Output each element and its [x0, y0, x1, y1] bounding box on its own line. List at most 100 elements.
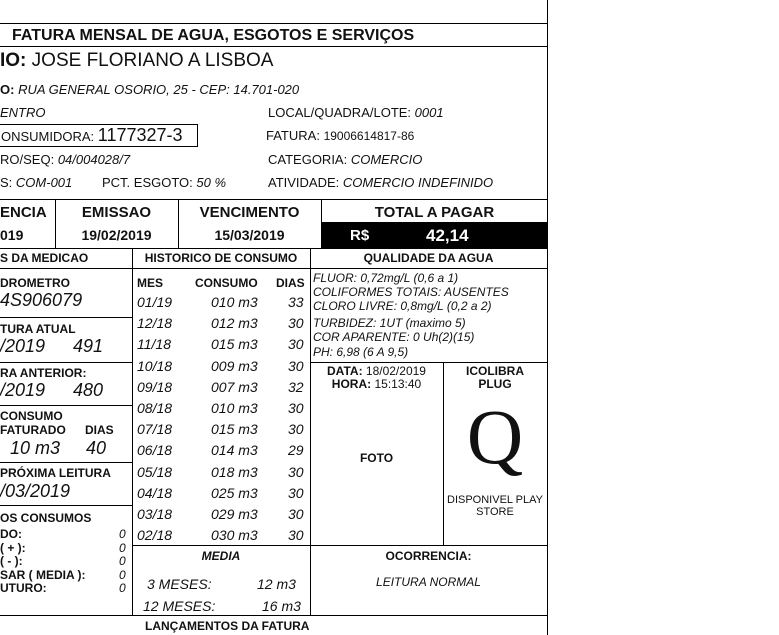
current-reading-label: TURA ATUAL	[0, 322, 76, 336]
quality-line: COR APARENTE: 0 Uh(2)(15)	[313, 330, 475, 344]
total-amount: 42,14	[426, 226, 469, 245]
divider	[0, 46, 548, 47]
consumption-item-label: SAR ( MEDIA ):	[0, 567, 86, 582]
history-consumption: 030 m3	[211, 527, 258, 544]
local-block-lot: LOCAL/QUADRA/LOTE: 0001	[268, 105, 444, 120]
avg-12-value: 16 m3	[262, 598, 301, 614]
issue-label: EMISSAO	[81, 204, 152, 221]
history-month: 06/18	[137, 442, 173, 459]
quality-header: QUALIDADE DA AGUA	[363, 251, 494, 265]
history-days: 30	[288, 421, 304, 438]
history-consumption: 018 m3	[211, 463, 258, 480]
store-text: DISPONIVEL PLAY	[447, 494, 543, 506]
history-month: 01/19	[137, 294, 173, 310]
history-days: 30	[288, 357, 304, 374]
issue-date: 19/02/2019	[81, 227, 152, 243]
divider	[178, 199, 179, 248]
history-consumption: 009 m3	[211, 357, 258, 374]
photo-placeholder: FOTO	[359, 451, 394, 465]
divider	[132, 545, 548, 546]
history-days: 30	[288, 400, 304, 416]
divider	[0, 317, 132, 318]
divider	[0, 362, 132, 363]
history-month: 02/18	[137, 527, 173, 544]
photo-time: HORA: 15:13:40	[331, 377, 422, 391]
avg-3-value: 12 m3	[257, 576, 296, 592]
consumption-item-label: UTURO:	[0, 581, 47, 595]
occurrence-label: OCORRENCIA:	[385, 549, 472, 563]
right-border	[547, 0, 548, 635]
next-reading-label: PRÓXIMA LEITURA	[0, 466, 111, 480]
due-label: VENCIMENTO	[199, 204, 300, 221]
divider	[0, 405, 132, 406]
meter-label: DROMETRO	[0, 276, 70, 290]
due-date: 15/03/2019	[214, 227, 285, 243]
consumption-item-label: ( + ):	[0, 540, 26, 555]
history-days: 30	[288, 527, 304, 544]
divider	[0, 615, 548, 616]
customer-name: IO: JOSE FLORIANO A LISBOA	[0, 50, 274, 71]
measurement-header: S DA MEDICAO	[0, 251, 89, 265]
history-consumption: 014 m3	[211, 442, 258, 459]
col-consumption: CONSUMO	[195, 276, 258, 290]
avg-3-label: 3 MESES:	[147, 576, 212, 592]
quality-line: CLORO LIVRE: 0,8mg/L (0,2 a 2)	[313, 299, 492, 313]
history-days: 30	[288, 506, 304, 522]
tariff: S: COM-001	[0, 175, 73, 190]
history-header: HISTORICO DE CONSUMO	[144, 251, 298, 265]
consumption-item-value: 0	[119, 554, 126, 568]
history-month: 10/18	[137, 357, 173, 374]
category: CATEGORIA: COMERCIO	[268, 152, 423, 167]
col-days: DIAS	[276, 276, 305, 290]
history-consumption: 010 m3	[211, 400, 258, 416]
divider	[310, 362, 548, 363]
currency: R$	[350, 227, 370, 244]
divider	[0, 248, 548, 249]
history-consumption: 007 m3	[211, 378, 258, 395]
occurrence-value: LEITURA NORMAL	[376, 575, 481, 589]
history-month: 08/18	[137, 400, 173, 416]
history-consumption: 012 m3	[211, 315, 258, 332]
route-seq: RO/SEQ: 04/004028/7	[0, 152, 131, 167]
quality-line: COLIFORMES TOTAIS: AUSENTES	[313, 285, 509, 299]
consumption-item-value: 0	[119, 540, 126, 555]
current-reading-value: 491	[73, 336, 104, 356]
consumption-item-value: 0	[119, 567, 126, 582]
col-month: MES	[137, 276, 164, 290]
previous-reading-label: RA ANTERIOR:	[0, 366, 87, 380]
divider	[0, 462, 132, 463]
quality-line: FLUOR: 0,72mg/L (0,6 a 1)	[313, 271, 459, 285]
consumption-label: CONSUMO	[0, 409, 63, 423]
consumptions-header: OS CONSUMOS	[0, 511, 92, 525]
reference-value: 019	[0, 227, 24, 243]
divider	[321, 199, 322, 248]
previous-reading-value: 480	[73, 380, 104, 400]
divider	[0, 23, 548, 24]
entries-header: LANÇAMENTOS DA FATURA	[145, 619, 310, 633]
app-name-2: PLUG	[478, 377, 512, 391]
quality-line: PH: 6,98 (6 A 9,5)	[313, 345, 409, 359]
history-days: 30	[288, 315, 304, 332]
divider	[310, 248, 311, 615]
consumption-item-value: 0	[119, 527, 126, 541]
reference-label: ENCIA	[0, 204, 47, 221]
total-label: TOTAL A PAGAR	[374, 204, 495, 221]
history-month: 04/18	[137, 484, 173, 501]
consumer-unit-box: ONSUMIDORA: 1177327-3	[0, 124, 198, 147]
sewer-percent: PCT. ESGOTO: 50 %	[102, 175, 227, 190]
consumption-item-label: DO:	[0, 527, 22, 541]
activity: ATIVIDADE: COMERCIO INDEFINIDO	[268, 175, 494, 190]
current-reading-date: /2019	[0, 336, 46, 356]
history-month: 12/18	[137, 315, 173, 332]
invoice-number: FATURA: 19006614817-86	[266, 128, 415, 143]
address: O: RUA GENERAL OSORIO, 25 - CEP: 14.701-…	[0, 82, 300, 97]
history-month: 11/18	[137, 336, 171, 353]
history-consumption: 015 m3	[211, 421, 258, 438]
history-month: 03/18	[137, 506, 173, 522]
divider	[0, 505, 132, 506]
app-name: ICOLIBRA	[466, 364, 524, 378]
app-logo-icon: Q	[466, 393, 524, 480]
store-text-2: STORE	[476, 506, 514, 518]
district: ENTRO	[0, 105, 46, 120]
billed-value: 10 m3	[10, 438, 61, 458]
